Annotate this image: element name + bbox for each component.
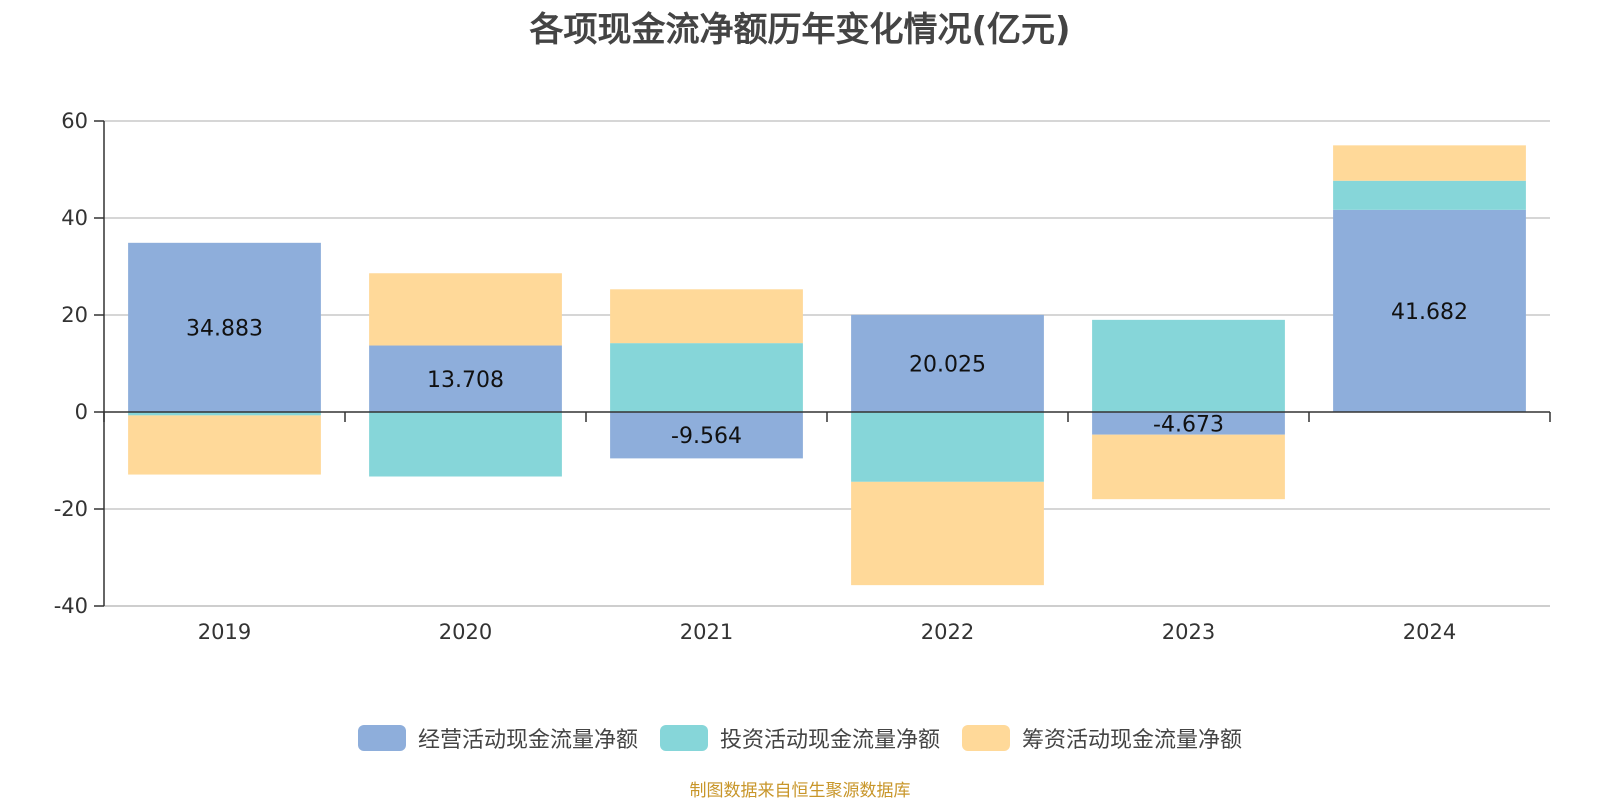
- chart-title: 各项现金流净额历年变化情况(亿元): [529, 10, 1071, 50]
- bar-financing-2021: [610, 289, 803, 344]
- bar-financing-2019: [128, 415, 321, 475]
- bar-financing-2022: [851, 481, 1044, 586]
- bar-investing-2023: [1092, 319, 1285, 412]
- legend-swatch: [659, 725, 708, 751]
- legend-swatch: [357, 725, 406, 751]
- bar-investing-2024: [1333, 180, 1526, 210]
- legend-item[interactable]: 经营活动现金流量净额: [357, 722, 638, 754]
- data-label: 13.708: [427, 368, 504, 393]
- y-tick-label: 60: [61, 109, 88, 133]
- data-label: 34.883: [186, 316, 263, 341]
- data-label: 20.025: [909, 352, 986, 377]
- bar-investing-2019: [128, 412, 321, 416]
- bar-operating-2024: [1333, 209, 1526, 412]
- data-labels: 34.883 13.708 -9.564 20.025 -4.673 41.682: [186, 300, 1468, 449]
- bar-investing-2020: [369, 412, 562, 477]
- legend-item[interactable]: 筹资活动现金流量净额: [962, 722, 1242, 754]
- y-tick-label: -40: [54, 594, 88, 618]
- x-tick-label: 2019: [198, 620, 251, 644]
- y-tick-label: 0: [75, 400, 88, 424]
- axes: 60 40 20 0 -20 -40 2019 2020 2021 2022 2023 2024: [54, 109, 1551, 644]
- bar-operating-2023: [1092, 412, 1285, 435]
- legend-label: 经营活动现金流量净额: [417, 728, 638, 753]
- x-tick-label: 2024: [1403, 620, 1456, 644]
- grid-lines: [104, 120, 1550, 607]
- x-tick-label: 2023: [1162, 620, 1215, 644]
- legend-item[interactable]: 投资活动现金流量净额: [659, 722, 940, 754]
- legend: 经营活动现金流量净额 投资活动现金流量净额 筹资活动现金流量净额: [0, 722, 1600, 754]
- source-note: 制图数据来自恒生聚源数据库: [689, 781, 911, 801]
- legend-swatch: [962, 725, 1010, 751]
- x-tick-label: 2020: [439, 620, 492, 644]
- legend-label: 投资活动现金流量净额: [719, 728, 940, 753]
- y-tick-label: -20: [54, 497, 88, 521]
- bar-operating-2019: [128, 242, 321, 412]
- x-tick-label: 2021: [680, 620, 733, 644]
- bars: [128, 145, 1526, 586]
- bar-operating-2021: [610, 412, 803, 459]
- bar-investing-2021: [610, 343, 803, 412]
- bar-investing-2022: [851, 412, 1044, 482]
- bar-financing-2024: [1333, 145, 1526, 181]
- bar-operating-2020: [369, 345, 562, 412]
- legend-label: 筹资活动现金流量净额: [1022, 728, 1243, 753]
- bar-financing-2020: [369, 273, 562, 346]
- bar-financing-2023: [1092, 434, 1285, 500]
- data-label: -4.673: [1153, 412, 1224, 437]
- data-label: -9.564: [671, 424, 742, 449]
- x-tick-label: 2022: [921, 620, 974, 644]
- y-tick-label: 40: [61, 206, 88, 230]
- data-label: 41.682: [1391, 300, 1468, 325]
- y-tick-label: 20: [61, 303, 88, 327]
- bar-operating-2022: [851, 314, 1044, 412]
